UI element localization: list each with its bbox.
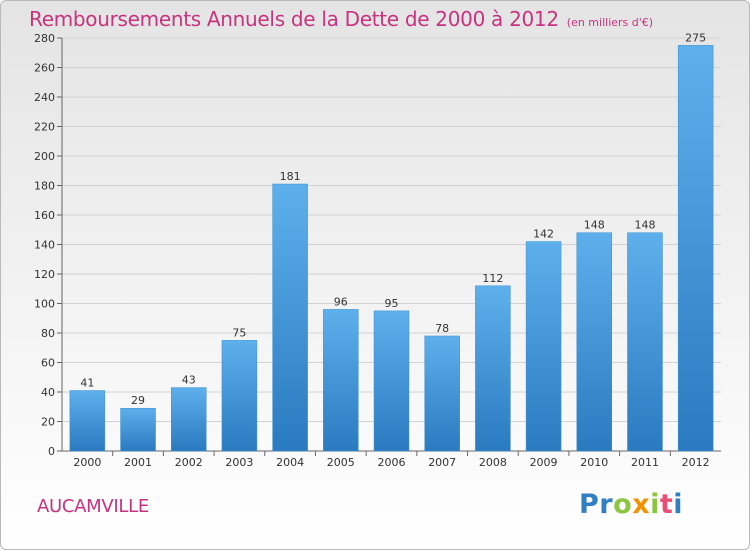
bar-2010 (576, 232, 613, 452)
y-tick-label: 240 (34, 91, 55, 104)
x-tick-label-2006: 2006 (378, 456, 406, 469)
y-tick-label: 140 (34, 239, 55, 252)
logo-letter: x (632, 489, 651, 520)
bar-2000 (69, 390, 106, 452)
logo-letter: i (650, 489, 660, 520)
data-label-2008: 112 (482, 272, 503, 285)
data-label-2003: 75 (232, 326, 246, 339)
x-tick-label-2011: 2011 (631, 456, 659, 469)
data-label-2007: 78 (435, 322, 449, 335)
x-tick-label-2003: 2003 (225, 456, 253, 469)
proxiti-logo: Proxiti (579, 489, 683, 520)
y-tick-label: 0 (48, 445, 55, 458)
y-tick-label: 280 (34, 32, 55, 45)
y-tick-label: 40 (41, 386, 55, 399)
bar-2001 (120, 407, 156, 452)
bar-2004 (272, 183, 308, 452)
bar-2006 (373, 310, 410, 452)
data-label-2012: 275 (685, 31, 706, 44)
data-label-2010: 148 (584, 219, 605, 232)
bar-2002 (170, 387, 207, 452)
x-tick-label-2000: 2000 (73, 456, 101, 469)
data-labels: 41 29 43 75 181 96 95 78 112 142 148 148 275 (80, 31, 706, 407)
bar-2011 (627, 232, 663, 452)
y-tick-label: 200 (34, 150, 55, 163)
chart-title: Remboursements Annuels de la Dette de 20… (29, 7, 653, 31)
y-tick-label: 100 (34, 298, 55, 311)
bar-2008 (475, 285, 511, 452)
city-name: AUCAMVILLE (37, 496, 149, 517)
x-tick-labels: 2000 2001 2002 2003 2004 2005 2006 2007 2008 2009… (73, 456, 709, 469)
x-tick-label-2007: 2007 (428, 456, 456, 469)
logo-letter: o (613, 489, 633, 520)
data-label-2004: 181 (280, 170, 301, 183)
x-tick-label-2001: 2001 (124, 456, 152, 469)
x-tick-label-2002: 2002 (175, 456, 203, 469)
x-tick-label-2004: 2004 (276, 456, 304, 469)
y-tick-labels: 0 20 40 60 80 100 120 140 160 180 200 220 240 260 280 (34, 32, 55, 458)
y-tick-label: 260 (34, 62, 55, 75)
data-label-2006: 95 (385, 297, 399, 310)
y-tick-label: 160 (34, 209, 55, 222)
data-label-2001: 29 (131, 394, 145, 407)
data-label-2002: 43 (182, 374, 196, 387)
x-tick-label-2005: 2005 (327, 456, 355, 469)
y-tick-label: 60 (41, 357, 55, 370)
y-tick-label: 180 (34, 180, 55, 193)
data-label-2011: 148 (634, 219, 655, 232)
bar-2009 (525, 241, 562, 452)
logo-letter: t (659, 489, 674, 520)
bar-2007 (424, 335, 460, 452)
x-tick-label-2008: 2008 (479, 456, 507, 469)
logo-letter: P (579, 489, 600, 520)
chart-subtitle: (en milliers d'€) (566, 16, 654, 29)
chart-title-text: Remboursements Annuels de la Dette de 20… (29, 7, 559, 31)
y-tick-label: 80 (41, 327, 55, 340)
logo-letter: r (599, 489, 614, 520)
y-tick-label: 220 (34, 121, 55, 134)
logo-letter: i (673, 489, 684, 520)
data-label-2005: 96 (334, 295, 348, 308)
bars (69, 45, 714, 452)
bar-2003 (221, 340, 258, 452)
y-tick-label: 120 (34, 268, 55, 281)
x-tick-label-2010: 2010 (580, 456, 608, 469)
bar-2012 (677, 45, 714, 452)
data-label-2000: 41 (80, 377, 94, 390)
bar-2005 (323, 309, 359, 452)
x-tick-label-2012: 2012 (682, 456, 710, 469)
x-tick-label-2009: 2009 (530, 456, 558, 469)
y-tick-label: 20 (41, 416, 55, 429)
data-label-2009: 142 (533, 228, 554, 241)
